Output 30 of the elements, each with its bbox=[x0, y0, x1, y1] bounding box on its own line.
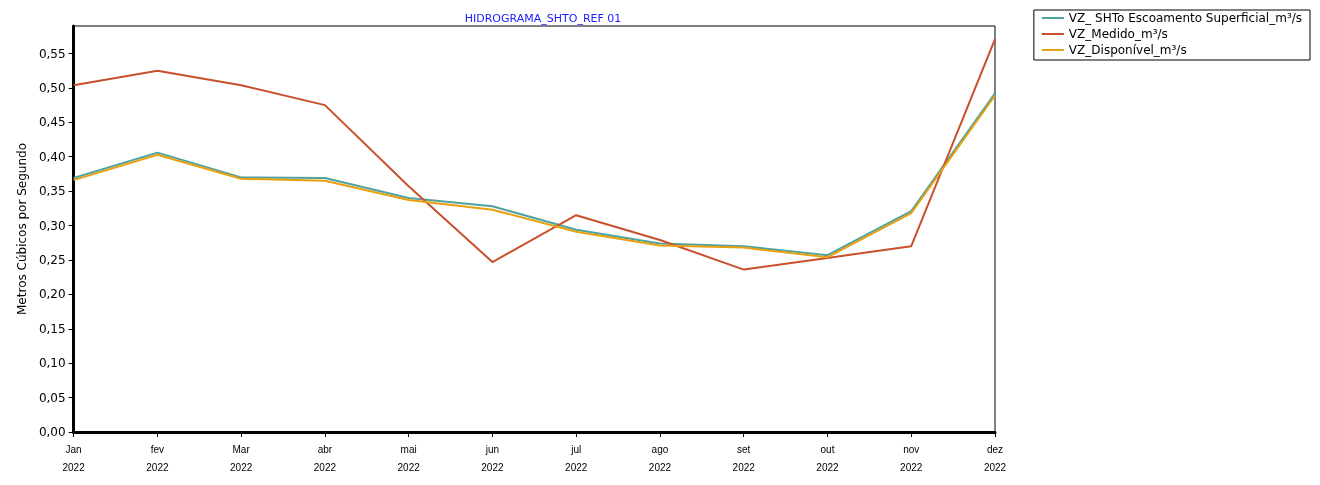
x-tick-label: ago 2022 bbox=[648, 443, 672, 473]
y-axis-title: Metros Cúbicos por Segundo bbox=[15, 143, 29, 315]
y-tick-label: 0,30 bbox=[38, 218, 66, 233]
x-tick-label: out 2022 bbox=[816, 443, 840, 473]
legend-label: VZ_Disponível_m³/s bbox=[1068, 43, 1187, 57]
y-tick-label: 0,45 bbox=[38, 115, 66, 130]
y-tick-label: 0,40 bbox=[38, 149, 66, 164]
legend-label: VZ_ SHTo Escoamento Superficial_m³/s bbox=[1068, 11, 1303, 25]
x-tick-label: set 2022 bbox=[732, 443, 756, 473]
x-tick-label: fev 2022 bbox=[146, 443, 169, 473]
y-tick-label: 0,05 bbox=[38, 390, 66, 405]
x-tick-label: abr 2022 bbox=[313, 443, 337, 473]
y-tick-label: 0,50 bbox=[38, 80, 66, 95]
x-tick-label: nov 2022 bbox=[900, 443, 923, 473]
x-tick-label: jun 2022 bbox=[481, 443, 504, 473]
y-tick-label: 0,35 bbox=[38, 184, 66, 199]
x-tick-label: Jan 2022 bbox=[62, 443, 86, 473]
y-tick-label: 0,55 bbox=[38, 46, 66, 61]
y-tick-label: 0,20 bbox=[38, 287, 66, 302]
y-tick-label: 0,15 bbox=[38, 321, 66, 336]
x-tick-label: Mar 2022 bbox=[230, 443, 253, 473]
line-series bbox=[72, 38, 996, 271]
legend-label: VZ_Medido_m³/s bbox=[1068, 27, 1168, 41]
y-tick-label: 0,00 bbox=[38, 425, 66, 439]
x-tick-label: jul 2022 bbox=[565, 443, 588, 473]
x-tick-label: mai 2022 bbox=[397, 443, 421, 473]
chart-title: HIDROGRAMA_SHTO_REF 01 bbox=[464, 12, 622, 25]
y-tick-label: 0,10 bbox=[38, 356, 66, 371]
x-tick-label: dez 2022 bbox=[983, 443, 1007, 473]
y-tick-label: 0,25 bbox=[38, 252, 66, 267]
